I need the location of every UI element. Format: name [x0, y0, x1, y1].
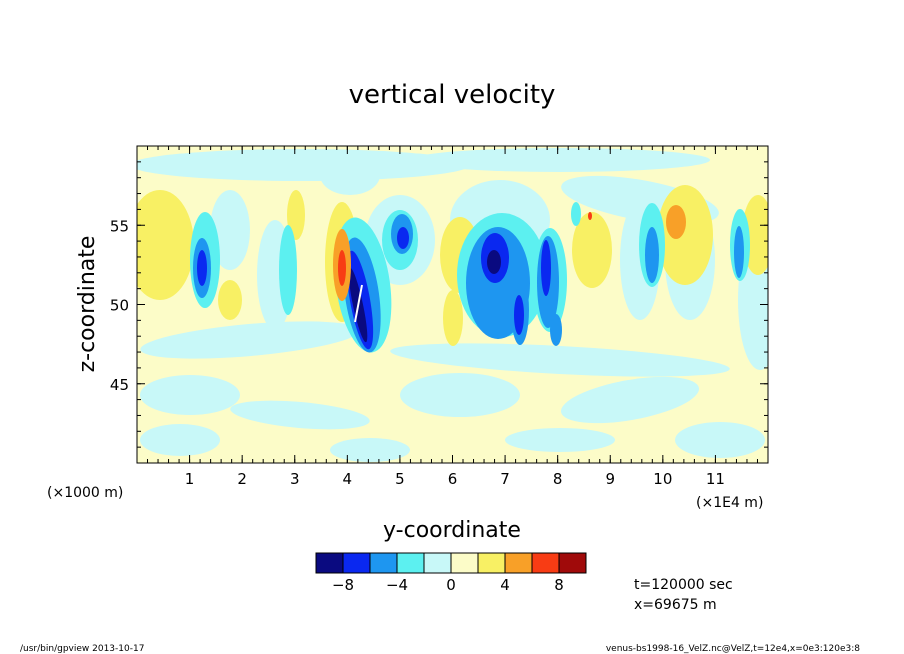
contour-region	[571, 202, 581, 226]
chart-title: vertical velocity	[349, 80, 556, 110]
x-tick-label: 11	[706, 470, 725, 488]
colorbar-swatch	[531, 552, 560, 574]
contour-region	[410, 148, 710, 172]
colorbar	[315, 552, 587, 574]
colorbar-swatch	[477, 552, 506, 574]
colorbar-swatch	[342, 552, 371, 574]
x-tick-label: 7	[500, 470, 510, 488]
colorbar-ticks: −8 −4 0 4 8	[332, 576, 564, 594]
x-unit-note: (×1000 m)	[47, 485, 123, 501]
contour-region	[287, 190, 305, 240]
x-tick-label: 8	[553, 470, 563, 488]
colorbar-swatch	[504, 552, 533, 574]
colorbar-tick-label: 4	[500, 576, 510, 594]
contour-region	[550, 314, 562, 346]
y-tick-label: 55	[110, 217, 129, 235]
x-scale-note: (×1E4 m)	[696, 495, 763, 511]
contour-region	[338, 250, 346, 286]
contour-region	[197, 250, 207, 286]
colorbar-swatch	[450, 552, 479, 574]
x-tick-label: 10	[653, 470, 672, 488]
y-tick-label: 50	[110, 297, 129, 315]
x-axis-label: y-coordinate	[383, 518, 521, 543]
time-annotation: t=120000 sec	[634, 577, 733, 593]
colorbar-swatch	[315, 552, 344, 574]
contour-region	[487, 250, 501, 274]
contour-streak	[354, 284, 363, 323]
contour-region	[443, 290, 463, 346]
colorbar-swatch	[369, 552, 398, 574]
y-tick-label: 45	[110, 376, 129, 394]
x-tick-label: 4	[343, 470, 353, 488]
contour-region	[572, 212, 612, 288]
colorbar-tick-label: −8	[332, 576, 354, 594]
footer-left: /usr/bin/gpview 2013-10-17	[20, 644, 144, 654]
contour-region	[140, 424, 220, 456]
contour-region	[210, 190, 250, 270]
x-tick-label: 2	[237, 470, 247, 488]
contour-region	[320, 155, 380, 195]
contour-region	[140, 321, 360, 359]
position-annotation: x=69675 m	[634, 597, 717, 613]
heatmap-field	[137, 146, 768, 463]
contour-region	[330, 438, 410, 462]
contour-region	[675, 422, 765, 458]
y-axis-label: z-coordinate	[75, 236, 100, 373]
contour-region	[588, 212, 592, 220]
contour-region	[560, 376, 700, 424]
x-tick-label: 6	[448, 470, 458, 488]
contour-region	[390, 343, 730, 377]
contour-region	[137, 149, 470, 181]
colorbar-tick-label: 8	[554, 576, 564, 594]
contour-region	[137, 190, 194, 300]
x-tick-label: 3	[290, 470, 300, 488]
x-tick-label: 9	[605, 470, 615, 488]
colorbar-swatch	[396, 552, 425, 574]
colorbar-tick-label: −4	[386, 576, 408, 594]
footer-right: venus-bs1998-16_VelZ.nc@VelZ,t=12e4,x=0e…	[606, 644, 860, 654]
contour-region	[666, 205, 686, 239]
colorbar-swatch	[558, 552, 587, 574]
x-tick-label: 5	[395, 470, 405, 488]
contour-region	[230, 400, 370, 430]
y-axis: 45 50 55	[110, 161, 768, 448]
contour-region	[541, 240, 551, 296]
x-tick-label: 1	[185, 470, 195, 488]
contour-region	[400, 373, 520, 417]
contour-region	[218, 280, 242, 320]
colorbar-tick-label: 0	[446, 576, 456, 594]
colorbar-swatch	[423, 552, 452, 574]
contour-region	[505, 428, 615, 452]
contour-region	[657, 185, 713, 285]
contour-region	[279, 225, 297, 315]
x-axis: 1 2 3 4 5 6 7 8 9 10 11	[147, 146, 769, 488]
contour-region	[140, 375, 240, 415]
contour-region	[734, 226, 744, 278]
contour-region	[514, 295, 524, 335]
contour-region	[645, 227, 659, 283]
contour-region	[397, 227, 409, 249]
